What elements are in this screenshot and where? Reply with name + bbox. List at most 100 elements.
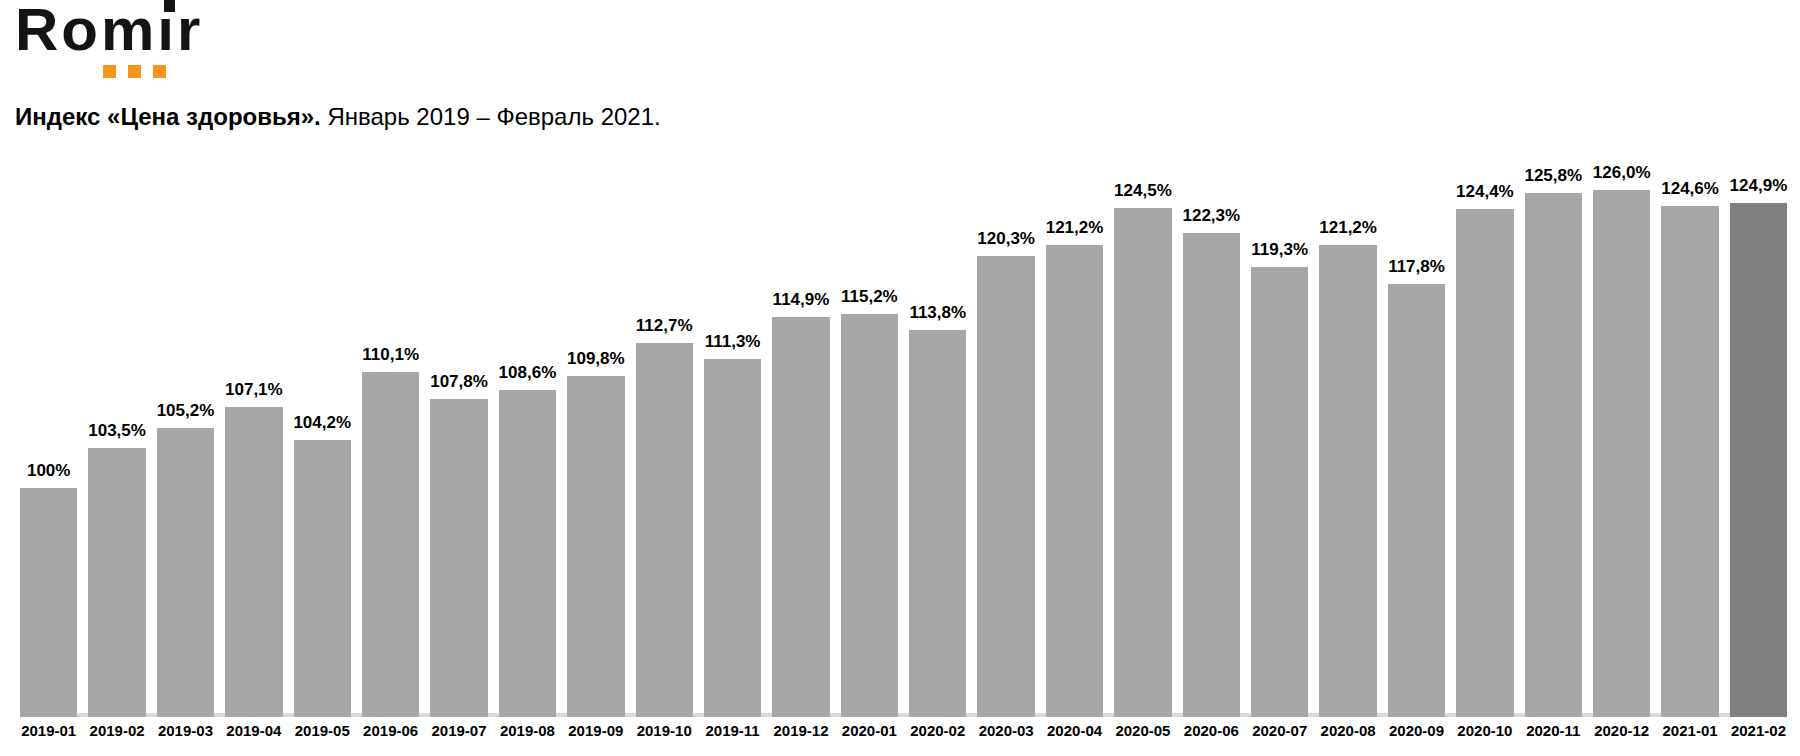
romir-logo: Romır [15,2,203,58]
bar [636,343,693,717]
romir-logo-text: Romır [15,2,203,58]
bar-column: 105,2% [157,140,214,717]
bar-value-label: 121,2% [1319,218,1377,238]
bar [362,372,419,717]
logo-orange-square-icon [153,65,166,78]
bar-value-label: 126,0% [1593,163,1651,183]
bar-column: 121,2% [1046,140,1103,717]
bar-value-label: 117,8% [1388,257,1445,277]
bar [294,440,351,717]
x-axis-label: 2019-02 [88,722,145,739]
bar [225,407,282,717]
bar [1730,203,1787,717]
bar [1593,190,1650,717]
x-axis-label: 2019-09 [567,722,624,739]
x-axis-label: 2020-05 [1114,722,1171,739]
bar-chart: 100% 103,5% 105,2% 107,1% 104,2% 110,1% … [20,140,1787,739]
chart-plot-area: 100% 103,5% 105,2% 107,1% 104,2% 110,1% … [20,140,1787,717]
bar-column: 110,1% [362,140,419,717]
bar-value-label: 124,4% [1456,182,1514,202]
bar-value-label: 124,6% [1661,179,1719,199]
x-axis-label: 2019-01 [20,722,77,739]
chart-title-main: Индекс «Цена здоровья». [15,103,321,130]
bar [1046,245,1103,717]
x-axis-label: 2020-03 [977,722,1034,739]
bar-column: 120,3% [977,140,1034,717]
bar [1319,245,1376,717]
x-axis-label: 2019-11 [704,722,761,739]
bar-column: 108,6% [499,140,556,717]
bar-column: 124,4% [1456,140,1513,717]
x-axis-label: 2019-03 [157,722,214,739]
x-axis-label: 2020-10 [1456,722,1513,739]
x-axis-label: 2019-12 [772,722,829,739]
bar [1456,209,1513,717]
bar-column: 107,1% [225,140,282,717]
bar-column: 107,8% [430,140,487,717]
bar-column: 126,0% [1593,140,1650,717]
bar-value-label: 105,2% [157,401,215,421]
x-axis-label: 2020-02 [909,722,966,739]
chart-title: Индекс «Цена здоровья». Январь 2019 – Фе… [15,103,661,131]
bar [157,428,214,717]
bar-value-label: 115,2% [841,287,898,307]
bar-value-label: 108,6% [499,363,557,383]
x-axis-label: 2020-04 [1046,722,1103,739]
x-axis-label: 2020-09 [1388,722,1445,739]
bar [772,317,829,717]
bar [430,399,487,717]
logo-text-end: r [177,0,203,63]
bar-value-label: 111,3% [705,332,761,352]
bar [1114,208,1171,717]
bar-column: 117,8% [1388,140,1445,717]
bar-column: 121,2% [1319,140,1376,717]
bar-column: 119,3% [1251,140,1308,717]
x-axis-label: 2020-06 [1183,722,1240,739]
bar-column: 114,9% [772,140,829,717]
bar [704,359,761,717]
x-axis-label: 2020-07 [1251,722,1308,739]
bar-value-label: 110,1% [362,345,419,365]
x-axis-label: 2020-08 [1319,722,1376,739]
bar [20,488,77,717]
bar [1183,233,1240,717]
bar [1251,267,1308,717]
bar-column: 111,3% [704,140,761,717]
x-axis-label: 2019-04 [225,722,282,739]
bar-value-label: 125,8% [1524,166,1582,186]
bar-column: 122,3% [1183,140,1240,717]
x-axis-label: 2020-11 [1525,722,1582,739]
x-axis-label: 2020-12 [1593,722,1650,739]
bar-value-label: 103,5% [88,421,146,441]
bar-value-label: 114,9% [773,290,830,310]
logo-i-dot-icon [164,0,175,12]
x-axis-label: 2021-02 [1730,722,1787,739]
bar-value-label: 112,7% [636,316,693,336]
logo-orange-square-icon [128,65,141,78]
bar-column: 112,7% [636,140,693,717]
x-axis-line [20,713,1787,717]
bar [909,330,966,717]
bar [977,256,1034,717]
bar-value-label: 100% [27,461,70,481]
bar-value-label: 107,1% [225,380,283,400]
logo-accent-squares-icon [103,65,166,78]
bar-column: 113,8% [909,140,966,717]
bar-column: 104,2% [294,140,351,717]
bar [567,376,624,717]
bar-column: 100% [20,140,77,717]
logo-orange-square-icon [103,65,116,78]
bar [1661,206,1718,717]
x-axis-label: 2019-06 [362,722,419,739]
x-axis-label: 2020-01 [841,722,898,739]
bar [88,448,145,717]
bar [1525,193,1582,717]
logo-text-start: Rom [15,0,157,63]
bar [841,314,898,717]
chart-title-period: Январь 2019 – Февраль 2021. [327,103,660,130]
bar-column: 124,9% [1730,140,1787,717]
bar [1388,284,1445,717]
x-axis-label: 2021-01 [1661,722,1718,739]
x-axis-label: 2019-10 [636,722,693,739]
x-axis-label: 2019-08 [499,722,556,739]
